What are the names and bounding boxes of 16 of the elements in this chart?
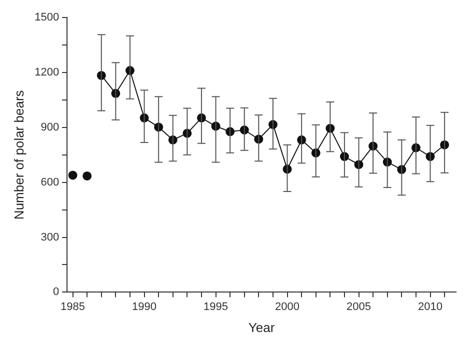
point: [68, 170, 78, 180]
x-tick-label: 2000: [275, 300, 300, 313]
x-tick-label: 2010: [418, 300, 443, 313]
y-tick-label: 1500: [34, 12, 60, 24]
y-tick-label: 900: [40, 121, 60, 134]
y-tick-label: 1200: [34, 66, 60, 79]
x-tick-label: 1990: [132, 300, 157, 313]
y-axis-title: Number of polar bears: [11, 90, 26, 220]
y-tick-label: 0: [52, 286, 60, 298]
x-tick-label: 1995: [204, 300, 228, 313]
x-tick-label: 2005: [346, 300, 372, 313]
y-tick-label: 600: [40, 176, 60, 188]
x-axis-title: Year: [248, 320, 276, 335]
point: [82, 171, 92, 180]
y-tick-label: 300: [40, 231, 60, 244]
x-tick-label: 1985: [60, 300, 86, 313]
